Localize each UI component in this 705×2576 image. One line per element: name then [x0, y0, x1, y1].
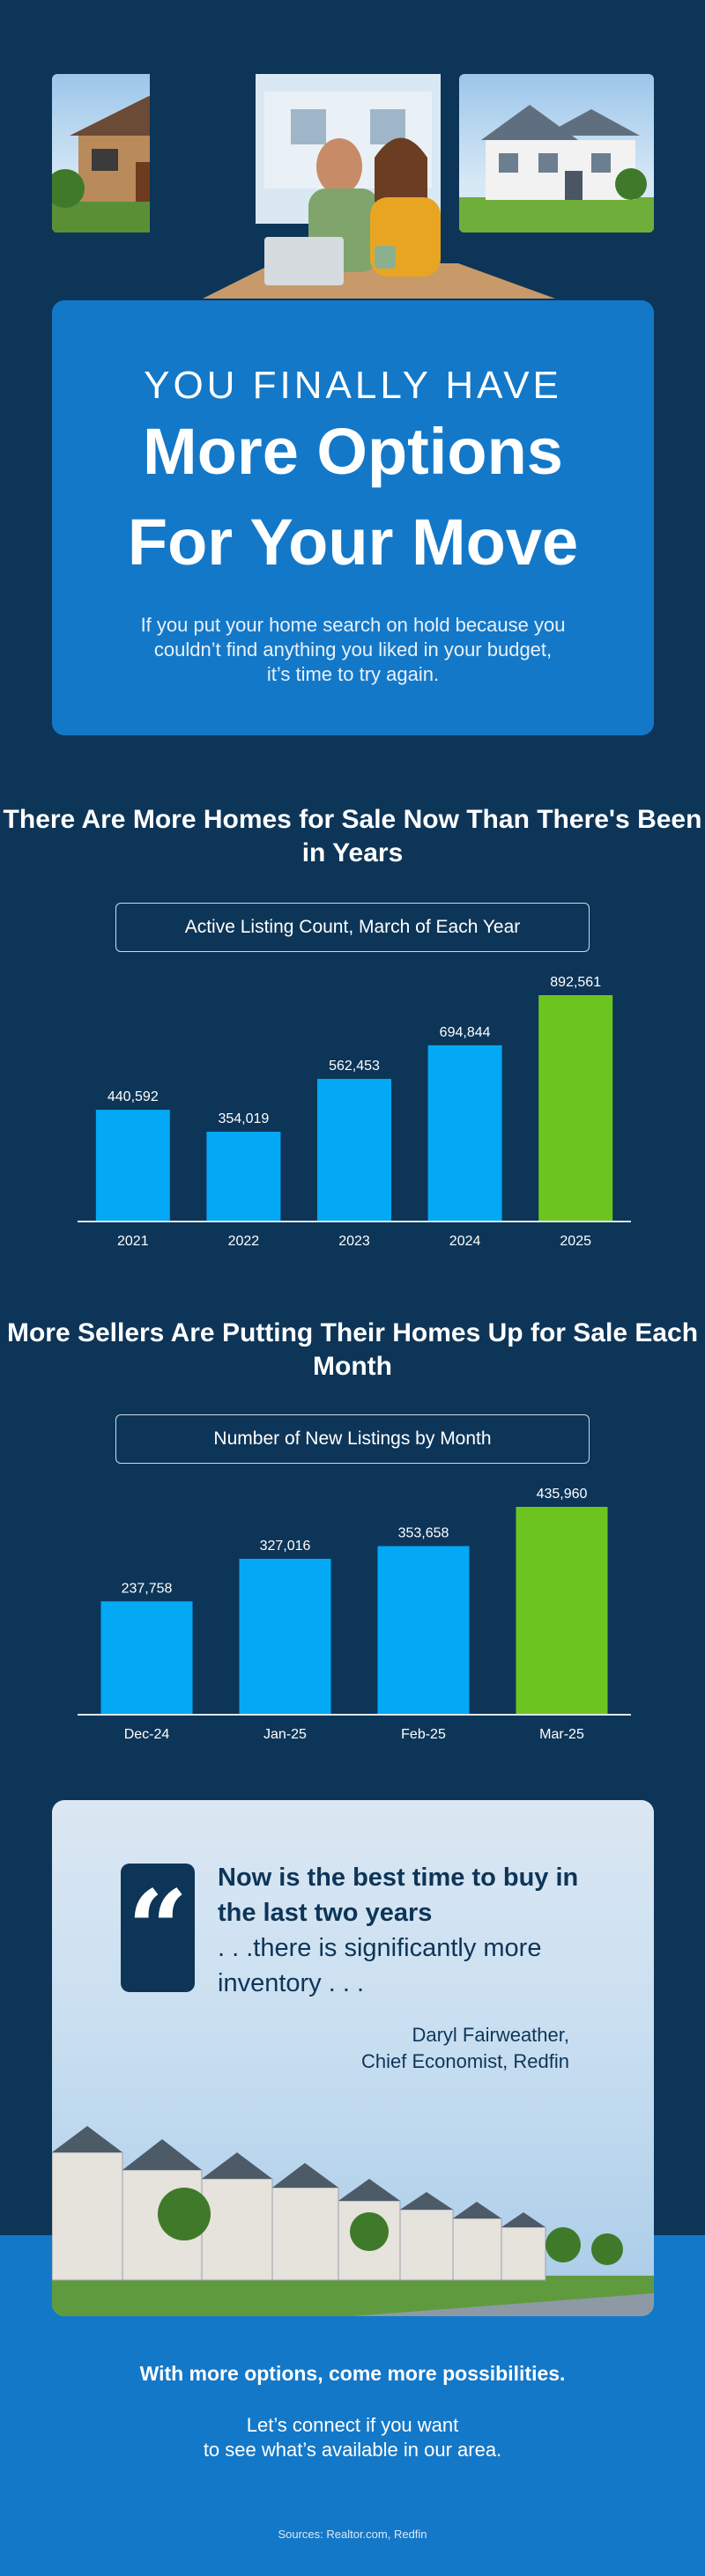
tick-label-2023: 2023 — [338, 1234, 370, 1249]
bar-2022 — [206, 1132, 281, 1222]
tick-label-Mar-25: Mar-25 — [539, 1727, 584, 1742]
tick-label-2022: 2022 — [228, 1234, 260, 1249]
kicker-text: YOU FINALLY HAVE — [144, 364, 562, 407]
value-label-Dec-24: 237,758 — [122, 1581, 173, 1596]
chart1-title: There Are More Homes for Sale Now Than T… — [3, 805, 702, 867]
quote-card: “ Now is the best time to buy in the las… — [52, 1800, 654, 2316]
intro-text: If you put your home search on hold beca… — [140, 614, 566, 685]
bar-Dec-24 — [100, 1601, 193, 1715]
title-card: YOU FINALLY HAVE More Options For Your M… — [52, 300, 654, 735]
bar-Feb-25 — [377, 1546, 470, 1715]
chart2-bar-chart: 237,758 Dec-24 327,016 Jan-25 353,658 Feb-25 4… — [78, 1487, 631, 1742]
tick-label-2024: 2024 — [449, 1234, 481, 1249]
tick-label-2021: 2021 — [117, 1234, 149, 1249]
cta-line-2: to see what’s available in our area. — [203, 2439, 502, 2461]
tick-label-Jan-25: Jan-25 — [263, 1727, 307, 1742]
chart1-bar-chart: 440,592 2021 354,019 2022 562,453 2023 694,844… — [78, 975, 631, 1249]
value-label-Mar-25: 435,960 — [537, 1487, 588, 1502]
quote-rest-text: . . .there is significantly more invento… — [218, 1934, 542, 1997]
quote-author-title: Chief Economist, Redfin — [361, 2050, 569, 2072]
value-label-Jan-25: 327,016 — [260, 1539, 311, 1554]
bar-2021 — [95, 1110, 170, 1222]
bar-Mar-25 — [516, 1507, 608, 1715]
sources-text: Sources: Realtor.com, Redfin — [278, 2528, 427, 2541]
quote-icon: “ — [121, 1864, 195, 1992]
tick-label-Dec-24: Dec-24 — [124, 1727, 170, 1742]
tick-label-Feb-25: Feb-25 — [401, 1727, 446, 1742]
value-label-2023: 562,453 — [329, 1059, 380, 1074]
value-label-2022: 354,019 — [218, 1111, 269, 1126]
bar-2024 — [427, 1044, 502, 1222]
value-label-Feb-25: 353,658 — [398, 1526, 449, 1541]
value-label-2024: 694,844 — [440, 1025, 491, 1040]
tick-label-2025: 2025 — [560, 1234, 591, 1249]
cta-line-1: Let’s connect if you want — [246, 2414, 459, 2436]
cta-bold-text: With more options, come more possibiliti… — [139, 2362, 566, 2385]
bar-2025 — [538, 995, 613, 1222]
cta-text: Let’s connect if you want to see what’s … — [0, 2413, 705, 2462]
headline-line-2: For Your Move — [127, 506, 579, 579]
value-label-2021: 440,592 — [108, 1089, 159, 1104]
quote-author: Daryl Fairweather, — [412, 2024, 569, 2046]
chart2-title: More Sellers Are Putting Their Homes Up … — [6, 1318, 699, 1381]
quote-bold-text: Now is the best time to buy in the last … — [218, 1864, 579, 1927]
hero-photo-house-right — [459, 74, 654, 233]
quote-attribution: Daryl Fairweather, Chief Economist, Redf… — [361, 2022, 569, 2075]
chart1-subtitle-box: Active Listing Count, March of Each Year — [115, 903, 590, 952]
chart2-subtitle-box: Number of New Listings by Month — [115, 1414, 590, 1464]
townhouses-illustration — [52, 2126, 654, 2316]
bar-2023 — [317, 1079, 391, 1222]
headline-line-1: More Options — [143, 415, 563, 488]
bar-Jan-25 — [239, 1558, 331, 1715]
value-label-2025: 892,561 — [550, 975, 601, 990]
